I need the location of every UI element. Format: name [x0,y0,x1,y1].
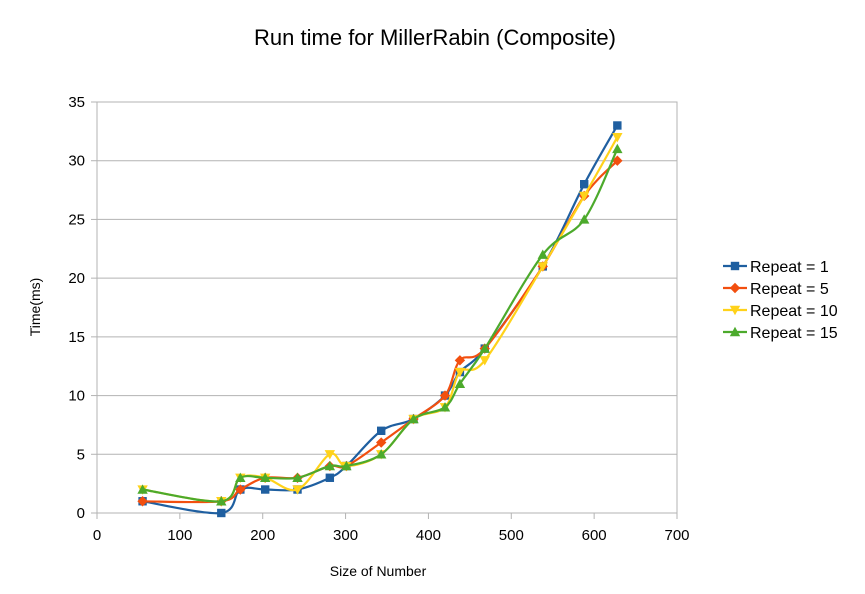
legend-label: Repeat = 1 [750,259,829,276]
chart-title: Run time for MillerRabin (Composite) [254,25,616,50]
grid-lines [97,101,677,514]
x-axis-ticks: 0 100 200 300 400 500 600 700 [93,513,690,544]
series-4 [137,143,623,506]
data-point [324,460,336,471]
data-point [613,121,622,130]
x-tick-label: 100 [167,527,192,544]
data-point [325,473,335,482]
data-point [537,249,548,259]
data-point [235,484,246,495]
y-tick-label: 10 [68,388,85,405]
data-point [261,485,270,494]
data-point [537,262,548,272]
data-point [479,343,490,353]
data-point [479,356,490,366]
data-point [216,496,227,506]
data-point [579,191,590,202]
legend-marker [729,326,741,337]
data-point [408,413,419,424]
data-point [377,426,386,435]
x-tick-label: 600 [582,527,607,544]
data-point [439,402,451,412]
y-axis-label: Time(ms) [27,278,43,337]
y-axis-ticks: 0 5 10 15 20 25 30 35 [68,94,97,522]
data-point [376,437,387,448]
y-tick-label: 25 [68,211,85,228]
series-line [142,136,619,503]
data-point [260,472,271,482]
legend-item: Repeat = 5 [723,281,829,298]
y-tick-label: 5 [77,446,85,463]
data-point [579,214,590,224]
data-point [439,390,451,401]
legend-label: Repeat = 10 [750,303,838,320]
series-3 [137,133,623,507]
x-axis-label: Size of Number [330,563,427,579]
y-tick-label: 0 [77,505,85,522]
legend-item: Repeat = 10 [723,303,838,320]
data-point [454,367,466,378]
data-point [612,133,623,143]
legend-marker [730,261,740,271]
x-tick-label: 400 [416,527,441,544]
data-point [580,180,589,189]
data-point [137,484,148,494]
data-point [612,143,623,154]
data-point [454,355,466,366]
legend: Repeat = 1 Repeat = 5 Repeat = 10 Repeat = … [723,259,838,342]
data-point [292,485,303,495]
x-tick-label: 300 [333,527,358,544]
legend-marker [729,282,741,294]
legend-item: Repeat = 15 [723,325,838,342]
x-tick-label: 0 [93,527,101,544]
data-point [324,450,336,460]
data-point [454,378,466,389]
x-tick-label: 200 [250,527,275,544]
x-tick-label: 700 [664,527,689,544]
y-tick-label: 20 [68,270,85,287]
data-point [235,472,246,482]
y-tick-label: 30 [68,153,85,170]
data-point [376,449,387,459]
series-group [137,121,623,518]
legend-label: Repeat = 5 [750,281,829,298]
legend-item: Repeat = 1 [723,259,829,276]
data-point [137,496,148,507]
data-point [341,460,352,471]
legend-label: Repeat = 15 [750,325,838,342]
x-tick-label: 500 [499,527,524,544]
plot-area [96,101,678,514]
legend-marker [729,305,741,316]
y-tick-label: 15 [68,329,85,346]
data-point [292,472,303,482]
data-point [612,155,623,166]
series-line [142,148,619,503]
y-tick-label: 35 [68,94,85,111]
data-point [217,508,226,518]
